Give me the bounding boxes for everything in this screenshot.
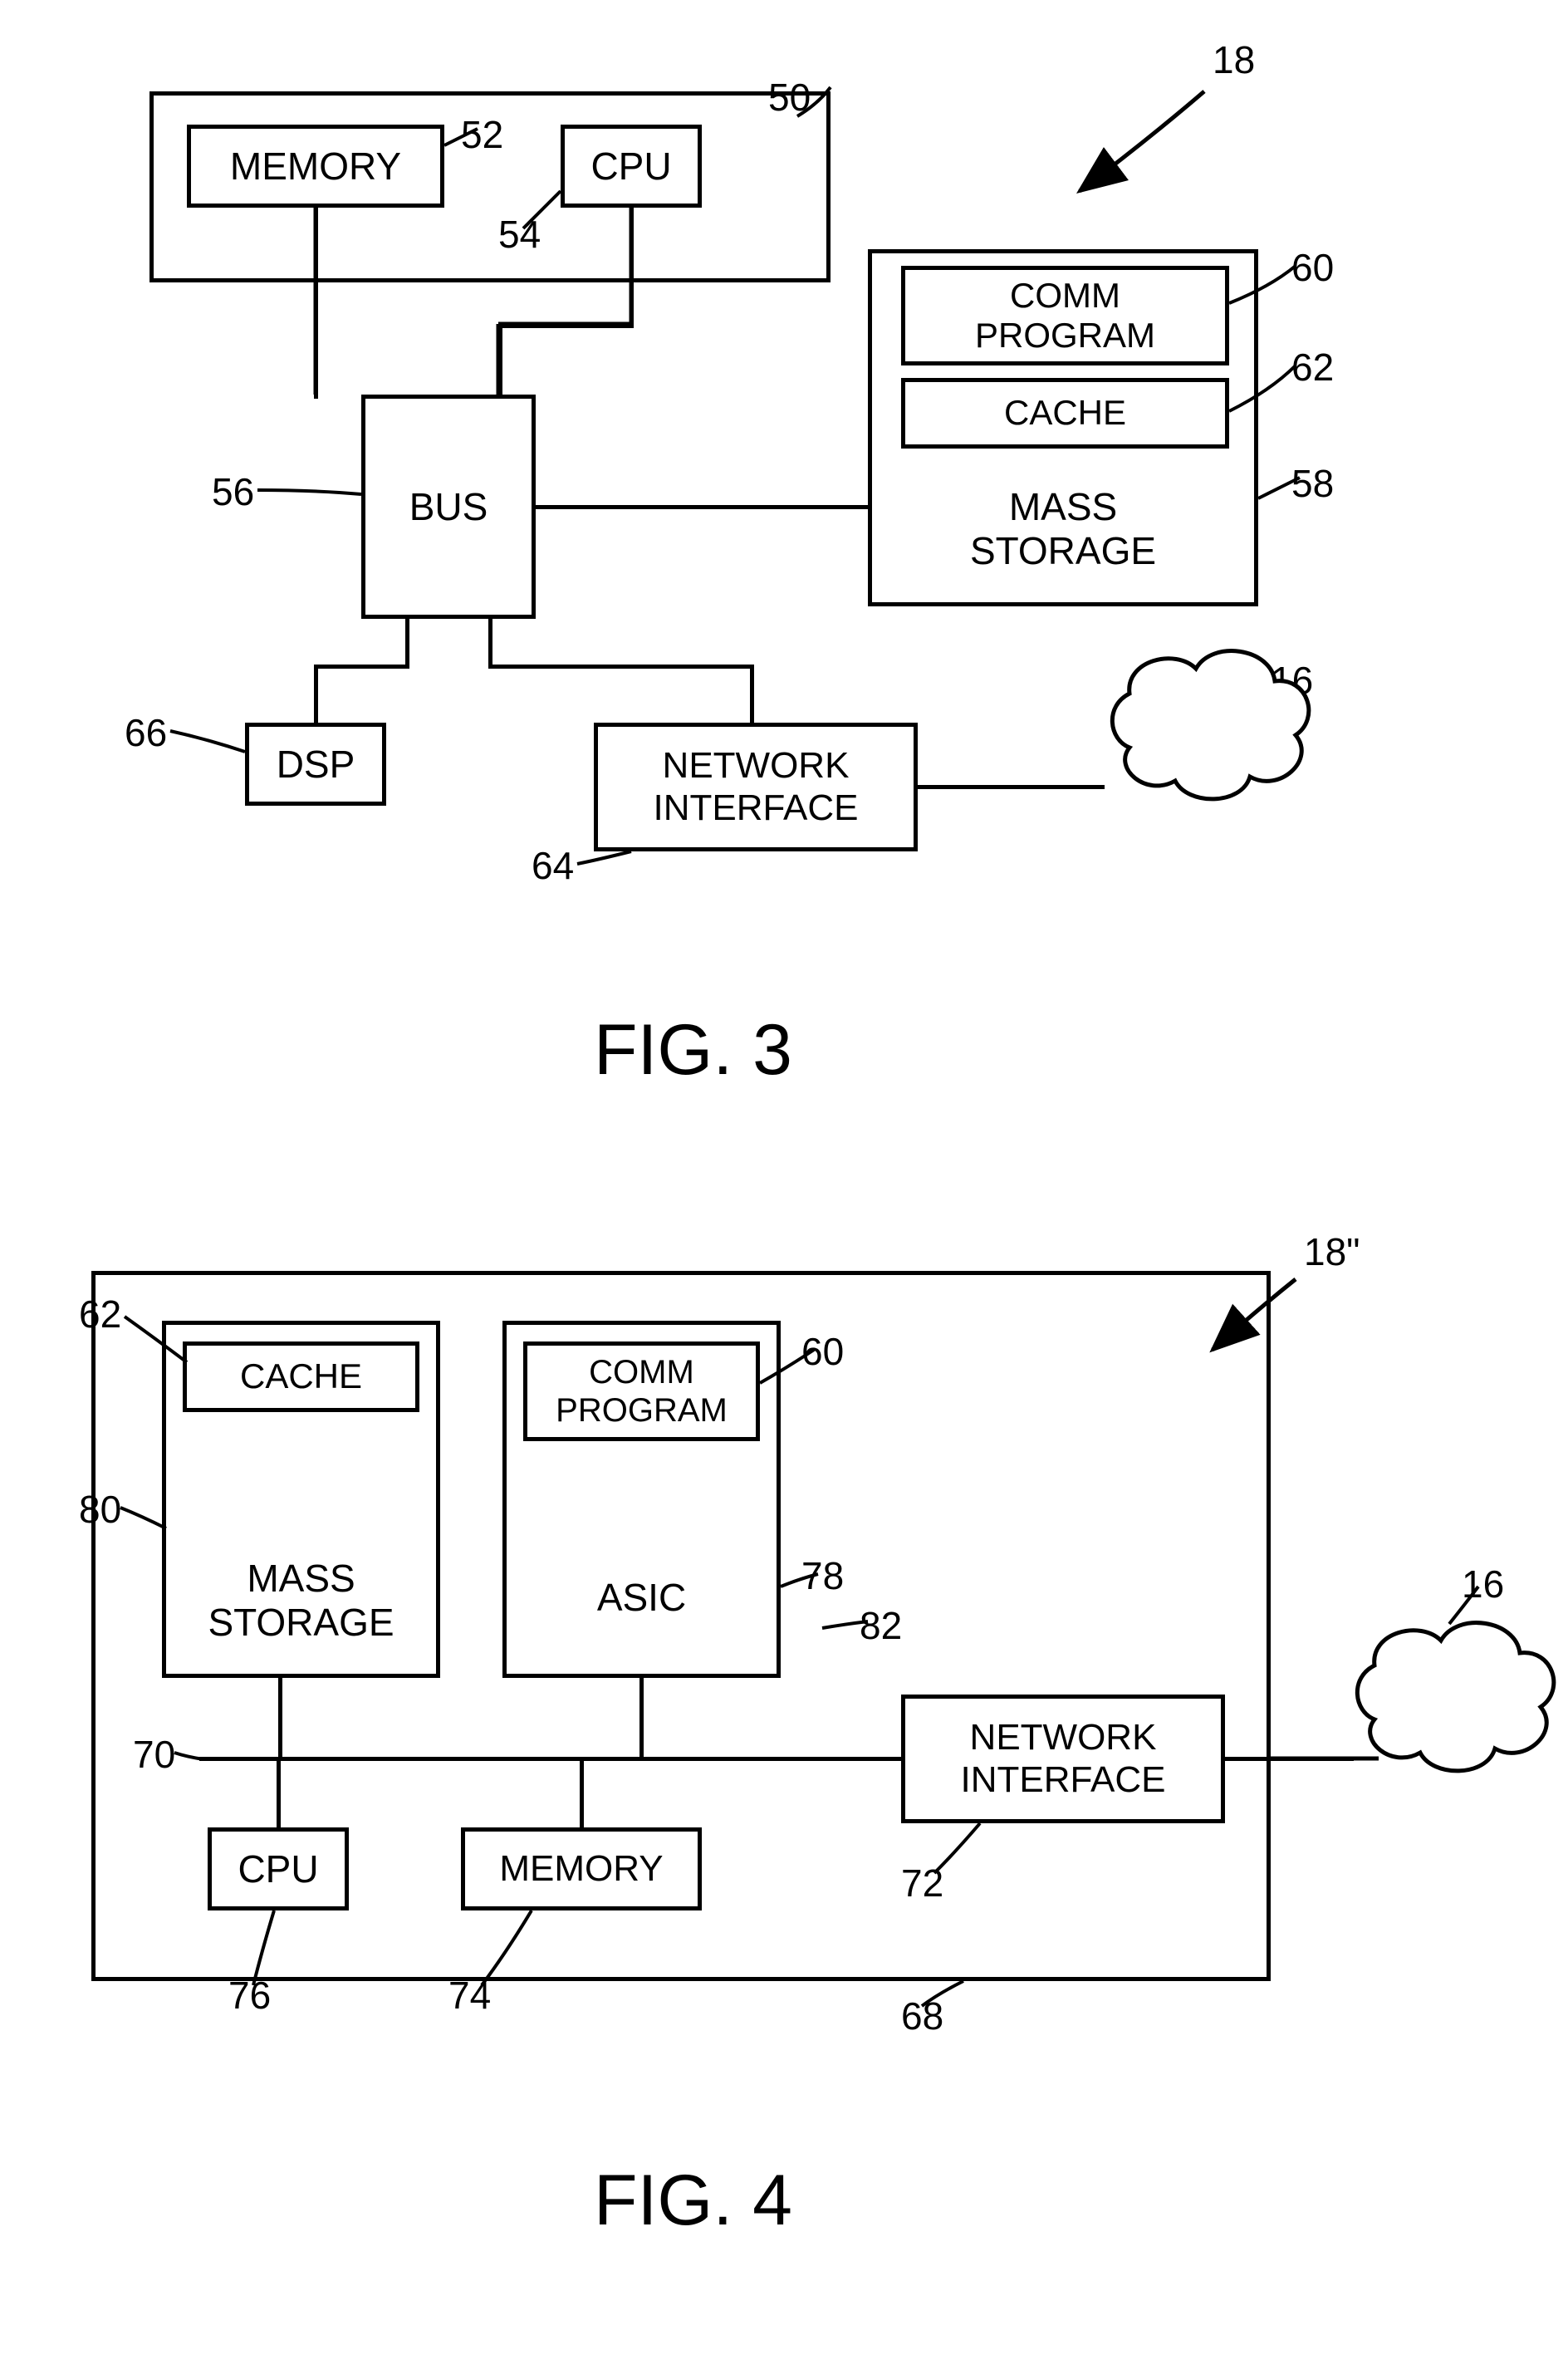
line — [498, 324, 502, 399]
fig3-netif-text: NETWORK INTERFACE — [654, 745, 859, 829]
fig4-ref-16: 16 — [1462, 1562, 1504, 1606]
fig4-memory: MEMORY — [461, 1827, 702, 1910]
fig3-dsp: DSP — [245, 723, 386, 806]
fig4-ref-82: 82 — [860, 1603, 902, 1648]
fig3-cache: CACHE — [901, 378, 1229, 449]
fig4-caption: FIG. 4 — [594, 2160, 792, 2242]
fig4-ref-74: 74 — [448, 1973, 491, 2018]
fig3-cache-text: CACHE — [1004, 393, 1126, 433]
fig3-ref-66: 66 — [125, 710, 167, 755]
line — [750, 665, 754, 727]
line — [536, 505, 868, 509]
line — [639, 1678, 644, 1761]
line — [1225, 1757, 1354, 1761]
fig3-ref-64: 64 — [532, 843, 574, 888]
fig3-ref-54: 54 — [498, 212, 541, 257]
fig3-cpu: CPU — [561, 125, 702, 208]
line — [918, 785, 1105, 789]
fig4-ref-60: 60 — [801, 1329, 844, 1374]
line — [405, 619, 409, 669]
fig3-ref-50: 50 — [768, 75, 811, 120]
fig4-comm-program-text: COMM PROGRAM — [556, 1353, 728, 1430]
fig4-cpu-text: CPU — [238, 1847, 318, 1891]
fig3-bus-text: BUS — [409, 485, 488, 529]
fig3-memory-text: MEMORY — [230, 145, 401, 189]
fig4-ref-72: 72 — [901, 1861, 943, 1906]
fig3-caption: FIG. 3 — [594, 1009, 792, 1091]
fig4-mass-storage-text: MASS STORAGE — [208, 1557, 394, 1645]
diagram-canvas: 50 MEMORY 52 CPU 54 BUS 56 MASS STORAGE … — [0, 0, 1568, 2369]
line — [277, 1757, 281, 1832]
fig4-asic-text: ASIC — [597, 1576, 686, 1620]
line — [580, 1757, 584, 1832]
fig4-ref-80: 80 — [79, 1487, 121, 1532]
fig3-memory: MEMORY — [187, 125, 444, 208]
fig4-cache-text: CACHE — [240, 1356, 362, 1396]
fig3-cpu-text: CPU — [590, 145, 671, 189]
fig4-ref-62: 62 — [79, 1292, 121, 1337]
fig3-ref-56: 56 — [212, 469, 254, 514]
fig3-comm-program: COMM PROGRAM — [901, 266, 1229, 365]
line — [498, 324, 634, 328]
line — [278, 1678, 282, 1761]
fig3-bus: BUS — [361, 395, 536, 619]
fig3-ref-18: 18 — [1213, 37, 1255, 82]
fig4-ref-76: 76 — [228, 1973, 271, 2018]
fig3-ref-58: 58 — [1291, 461, 1334, 506]
fig4-comm-program: COMM PROGRAM — [523, 1341, 760, 1441]
fig4-ref-70: 70 — [133, 1732, 175, 1777]
line — [314, 282, 318, 399]
fig3-dsp-text: DSP — [277, 743, 355, 787]
line — [488, 619, 492, 669]
fig3-comm-program-text: COMM PROGRAM — [975, 276, 1155, 356]
fig4-ref-68: 68 — [901, 1994, 943, 2038]
fig4-ref-78: 78 — [801, 1553, 844, 1598]
fig4-memory-text: MEMORY — [499, 1848, 663, 1891]
line — [630, 208, 634, 324]
fig4-netif-text: NETWORK INTERFACE — [961, 1717, 1166, 1801]
line — [199, 1757, 901, 1761]
line — [314, 665, 318, 727]
fig3-ref-52: 52 — [461, 112, 503, 157]
fig3-network-interface: NETWORK INTERFACE — [594, 723, 918, 851]
fig3-ref-16: 16 — [1271, 658, 1313, 703]
fig3-mass-storage-text: MASS STORAGE — [970, 485, 1156, 573]
fig3-ref-60: 60 — [1291, 245, 1334, 290]
fig4-network-interface: NETWORK INTERFACE — [901, 1695, 1225, 1823]
fig3-ref-62: 62 — [1291, 345, 1334, 390]
line — [488, 665, 754, 669]
fig4-cache: CACHE — [183, 1341, 419, 1412]
line — [314, 665, 409, 669]
fig4-ref-18: 18" — [1304, 1229, 1360, 1274]
fig4-cpu: CPU — [208, 1827, 349, 1910]
